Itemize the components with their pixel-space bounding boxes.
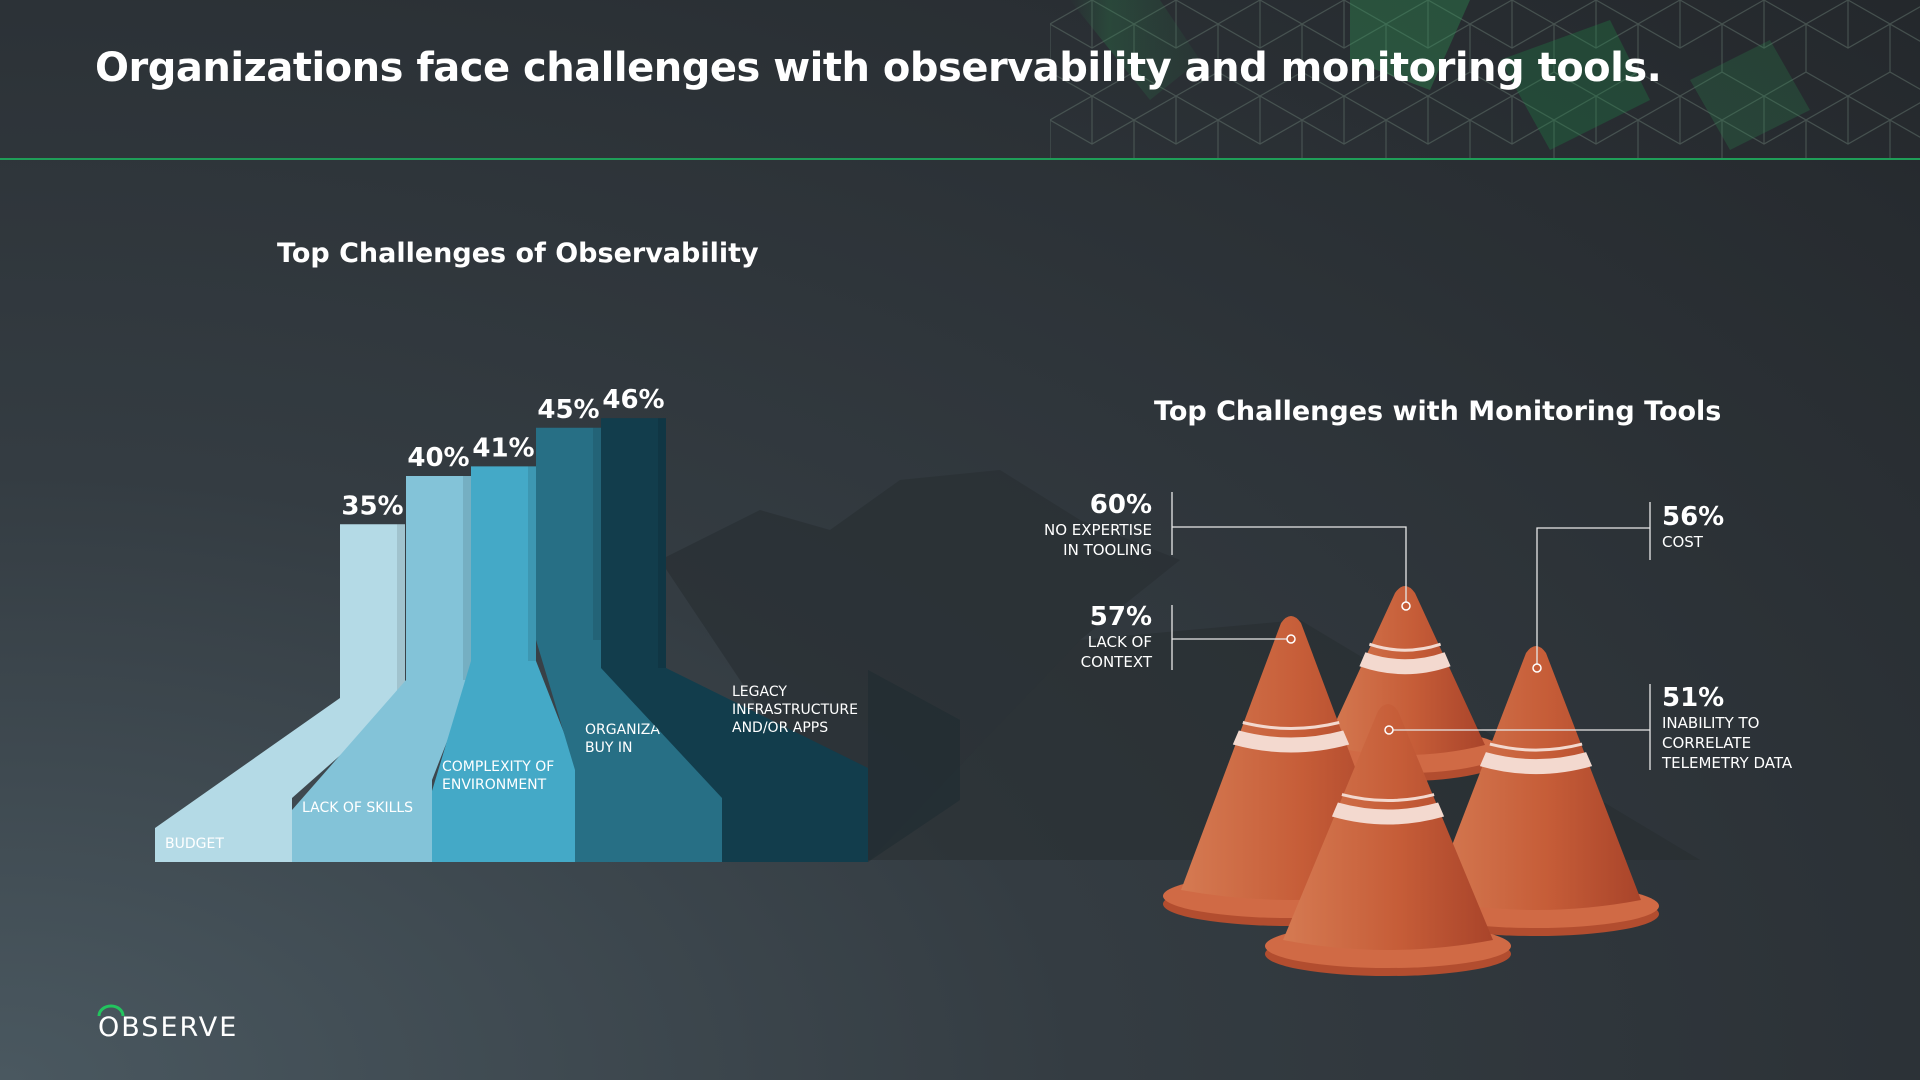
callout-dot: [1401, 601, 1411, 611]
bar-1: 35% BUDGET: [155, 491, 405, 862]
cone-front: [1265, 704, 1511, 976]
callout-dot: [1286, 634, 1296, 644]
observe-logo: OBSERVE: [98, 1012, 239, 1043]
bar-value-label: 40%: [407, 443, 469, 473]
callout-leader-line: [1171, 492, 1407, 605]
bar-value-label: 35%: [341, 491, 403, 521]
callout-value-label: 56%: [1662, 502, 1724, 532]
bar-2: 40% LACK OF SKILLS: [292, 443, 471, 862]
callout-value-label: 60%: [1090, 490, 1152, 520]
callout-1: 60%NO EXPERTISE IN TOOLING: [1044, 490, 1411, 611]
bar-category-label: LACK OF SKILLS: [302, 800, 413, 816]
callout-value-label: 51%: [1662, 683, 1724, 713]
callout-2: 56%COST: [1532, 502, 1724, 673]
callout-leader-line: [1389, 684, 1651, 770]
callout-3: 57%LACK OF CONTEXT: [1081, 602, 1296, 671]
observe-logo-icon: [97, 1004, 125, 1017]
page-title: Organizations face challenges with obser…: [95, 45, 1662, 91]
callout-dot: [1532, 663, 1542, 673]
bar-value-label: 45%: [537, 395, 599, 425]
monitoring-chart-title: Top Challenges with Monitoring Tools: [1154, 396, 1722, 427]
bar-shape: [601, 418, 868, 862]
callout-4: 51%INABILITY TO CORRELATE TELEMETRY DATA: [1384, 683, 1793, 772]
hexagon-pattern-icon: [1050, 0, 1920, 158]
callout-leader-line: [1171, 605, 1291, 670]
callout-category-label: INABILITY TO CORRELATE TELEMETRY DATA: [1661, 714, 1793, 772]
observability-chart-title: Top Challenges of Observability: [277, 238, 759, 269]
bar-shape: [292, 476, 471, 862]
bar-shape: [155, 524, 405, 862]
callout-dot: [1384, 725, 1394, 735]
bar-3: 41% COMPLEXITY OF ENVIRONMENT: [432, 433, 575, 862]
callout-value-label: 57%: [1090, 602, 1152, 632]
bar-value-label: 41%: [472, 433, 534, 463]
bar-shape: [432, 466, 575, 862]
bar-value-label: 46%: [602, 385, 664, 415]
callout-category-label: COST: [1662, 533, 1704, 551]
bar-shadow: [868, 670, 960, 862]
callout-category-label: LACK OF CONTEXT: [1081, 633, 1153, 671]
header-divider: [0, 158, 1920, 160]
callout-category-label: NO EXPERTISE IN TOOLING: [1044, 521, 1152, 559]
bar-category-label: LEGACY INFRASTRUCTURE AND/OR APPS: [732, 684, 858, 736]
bar-category-label: COMPLEXITY OF ENVIRONMENT: [442, 759, 554, 793]
callout-leader-line: [1536, 502, 1651, 667]
bar-shape: [536, 427, 722, 862]
bar-category-label: BUDGET: [165, 836, 224, 852]
bar-5: 46% LEGACY INFRASTRUCTURE AND/OR APPS: [601, 385, 868, 862]
